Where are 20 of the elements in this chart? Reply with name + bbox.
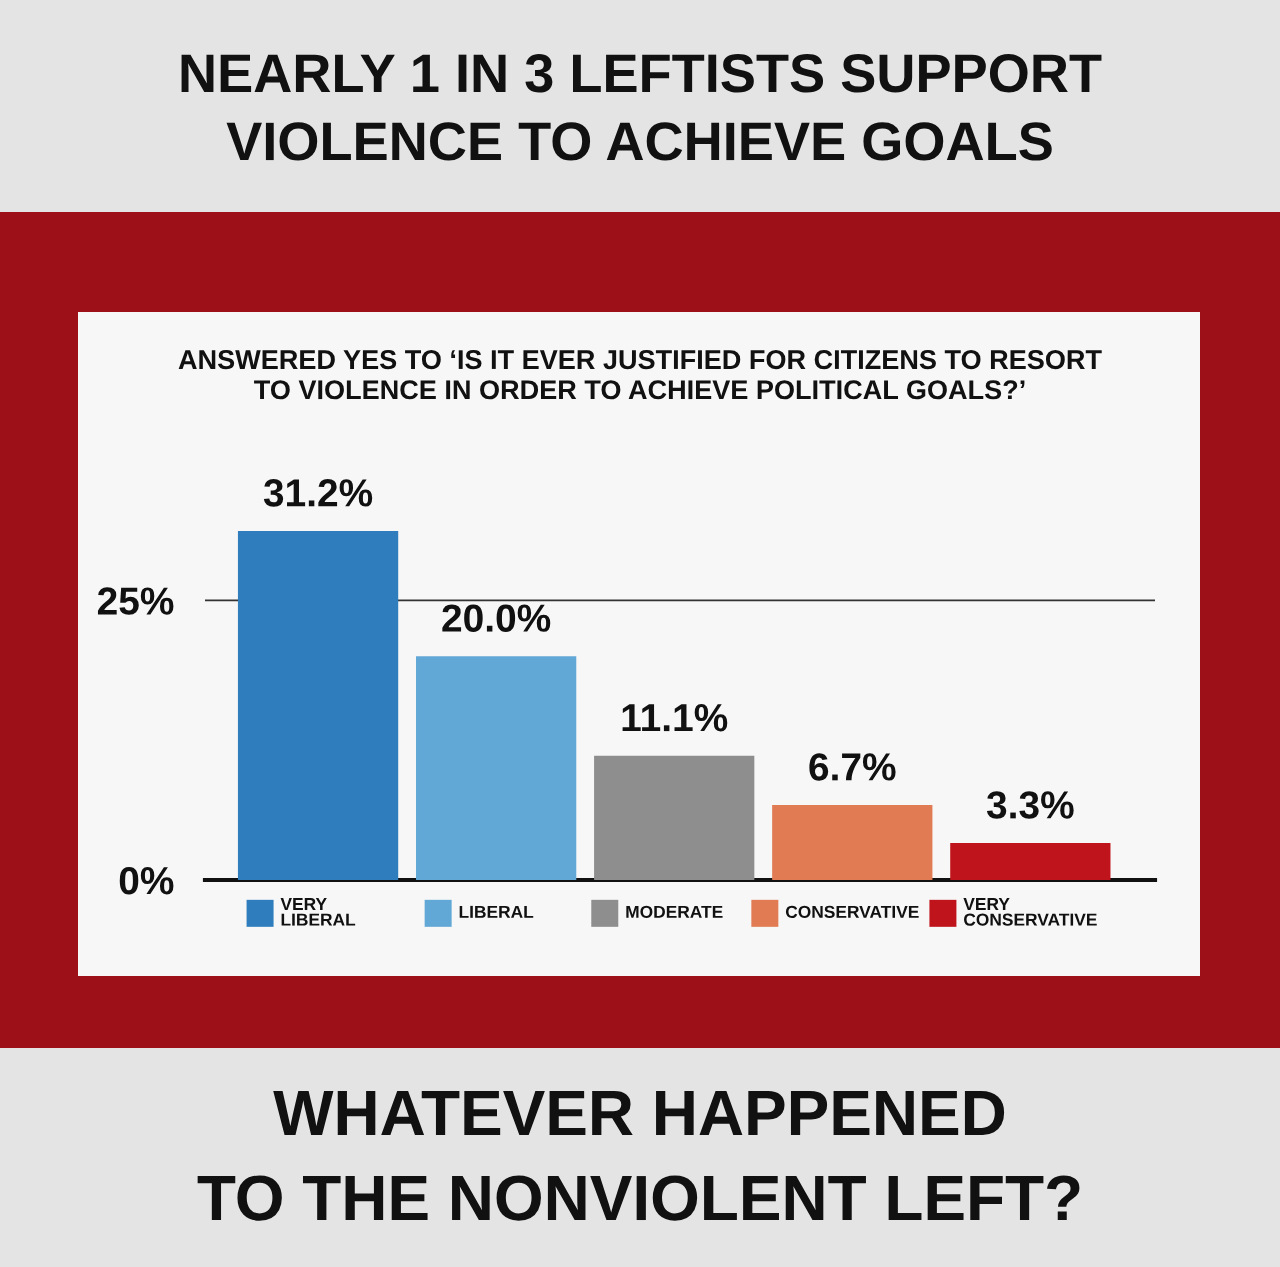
text: WHATEVER HAPPENED TO THE NONVIOLENT LEFT? bbox=[197, 1091, 1080, 1221]
data-label: 31.2% bbox=[263, 479, 373, 507]
x-tick-label: VERY LIBERAL bbox=[280, 898, 356, 926]
bar bbox=[950, 843, 1111, 880]
bar bbox=[237, 531, 399, 880]
y-tick-label: 25% bbox=[97, 587, 174, 615]
bar bbox=[772, 805, 933, 880]
x-tick-label: VERY CONSERVATIVE bbox=[963, 898, 1097, 926]
x-tick-label: CONSERVATIVE bbox=[785, 905, 919, 918]
bar bbox=[594, 755, 755, 880]
data-label: 20.0% bbox=[442, 604, 551, 632]
x-tick-label: MODERATE bbox=[626, 905, 723, 918]
chart-subtitle: ANSWERED YES TO ‘IS IT EVER JUSTIFIED FOR CITIZENS TO RESORT TO VIOLENCE IN ORDER TO ACHIEVE POLITICAL GOALS?’ bbox=[178, 350, 1102, 400]
bar bbox=[416, 656, 577, 880]
data-label: 3.3% bbox=[986, 791, 1074, 819]
y-tick-label: 0% bbox=[119, 866, 174, 895]
data-label: 6.7% bbox=[809, 753, 896, 781]
chart-title: NEARLY 1 IN 3 LEFTISTS SUPPORT VIOLENCE TO ACHIEVE GOALS bbox=[181, 54, 1102, 161]
x-tick-label: LIBERAL bbox=[459, 905, 534, 918]
data-label: 11.1% bbox=[622, 704, 728, 732]
